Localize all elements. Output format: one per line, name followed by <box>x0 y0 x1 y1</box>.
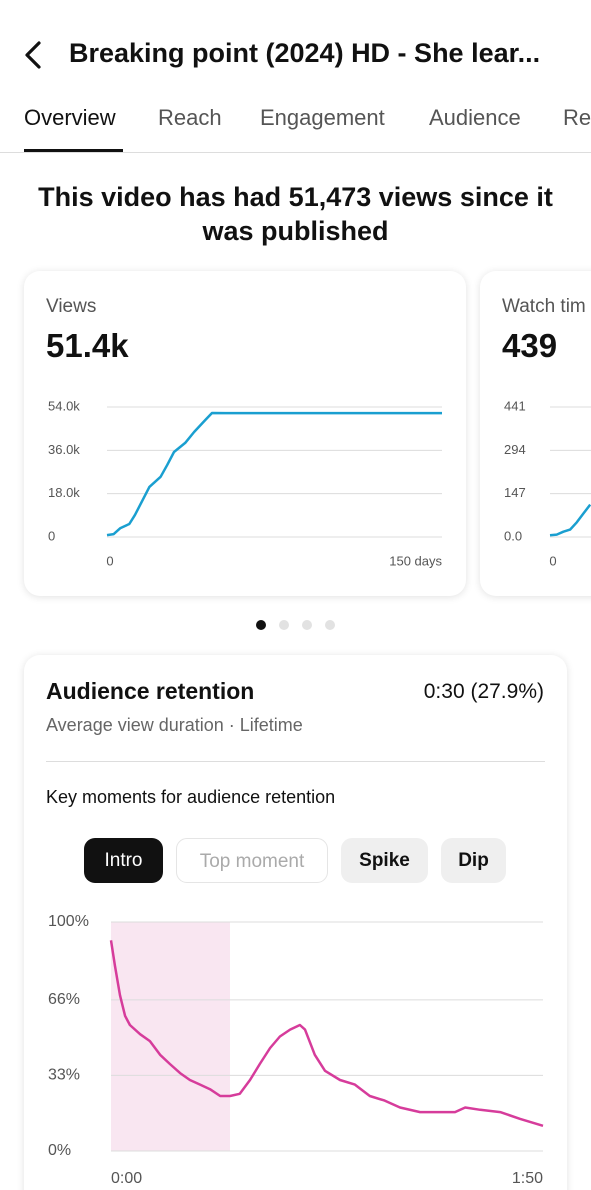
intro-highlight <box>111 922 230 1151</box>
divider <box>0 152 591 153</box>
y-tick-label: 33% <box>48 1067 80 1084</box>
data-line <box>549 503 591 537</box>
x-tick-label: 1:50 <box>512 1170 543 1187</box>
y-tick-label: 0% <box>48 1142 71 1159</box>
x-tick-label: 150 days <box>389 553 442 568</box>
views-card[interactable] <box>24 271 466 596</box>
back-button[interactable] <box>22 40 44 70</box>
y-tick-label: 36.0k <box>48 442 80 457</box>
y-tick-label: 0.0 <box>504 528 522 543</box>
y-tick-label: 0 <box>48 528 55 543</box>
data-line <box>106 411 442 537</box>
y-tick-label: 100% <box>48 913 89 930</box>
y-tick-label: 441 <box>504 398 526 413</box>
tab[interactable]: Reach <box>158 105 222 130</box>
watch-time-card[interactable] <box>480 271 591 596</box>
page-dot[interactable] <box>256 620 266 630</box>
headline: This video has had 51,473 views since it… <box>38 182 553 246</box>
card-value: 51.4k <box>46 327 129 364</box>
tab-indicator <box>24 149 123 152</box>
y-tick-label: 18.0k <box>48 485 80 500</box>
moment-chip[interactable]: Intro <box>84 838 163 883</box>
x-tick-label: 0 <box>549 553 556 568</box>
tab[interactable]: Engagement <box>260 105 385 130</box>
card-label: Watch tim <box>502 296 586 317</box>
page-dot[interactable] <box>325 620 335 630</box>
data-line <box>109 940 544 1127</box>
x-tick-label: 0:00 <box>111 1170 142 1187</box>
card-label: Views <box>46 296 97 317</box>
key-moments-label: Key moments for audience retention <box>46 787 336 807</box>
retention-value: 0:30 (27.9%) <box>423 680 544 703</box>
card-value: 439 <box>502 327 558 364</box>
page-dot[interactable] <box>302 620 312 630</box>
page-dot[interactable] <box>279 620 289 630</box>
y-tick-label: 147 <box>504 485 526 500</box>
tab[interactable]: Overview <box>24 105 116 130</box>
moment-chip[interactable]: Top moment <box>176 838 328 883</box>
divider <box>46 761 545 762</box>
y-tick-label: 294 <box>504 442 526 457</box>
tab[interactable]: Re <box>563 105 591 130</box>
page-title: Breaking point (2024) HD - She lear... <box>69 38 541 68</box>
moment-chip[interactable]: Dip <box>441 838 506 883</box>
x-tick-label: 0 <box>106 553 113 568</box>
section-title: Audience retention <box>46 678 255 704</box>
y-tick-label: 54.0k <box>48 398 80 413</box>
section-subtitle: Average view duration · Lifetime <box>46 715 303 735</box>
moment-chip[interactable]: Spike <box>341 838 428 883</box>
tab[interactable]: Audience <box>429 105 521 130</box>
y-tick-label: 66% <box>48 991 80 1008</box>
